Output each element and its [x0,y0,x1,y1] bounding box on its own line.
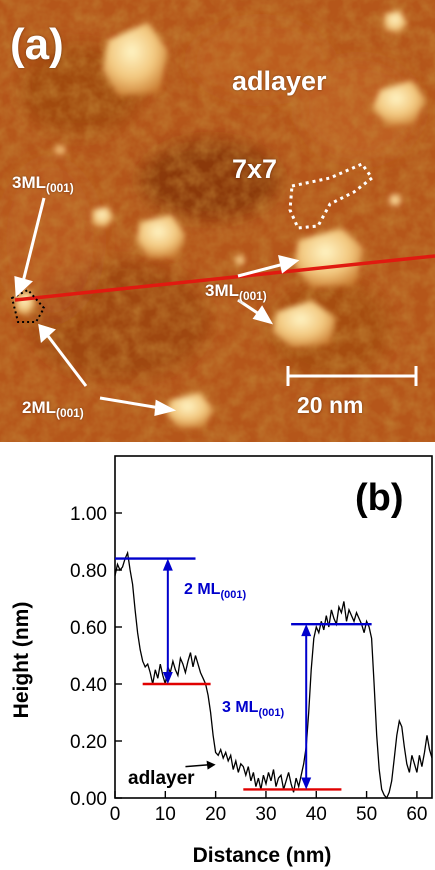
ml2-annotation-main: 2 ML [184,581,221,598]
ml3-annotation: 3 ML(001) [222,699,284,719]
ml3-step-arrow [301,624,312,790]
ml3-step-arrow-head-top [301,624,312,637]
ml3-right-main: 3ML [205,281,239,300]
x-tick-label: 30 [255,804,276,825]
panel-a-label: (a) [10,20,64,69]
ml3-step-arrow-head-bottom [301,777,312,790]
ml2-label: 2ML(001) [22,398,84,420]
dotted-outline-left [10,288,46,323]
height-profile-panel: 0 10 20 30 40 50 60 0.00 0.20 0.40 0.60 0.80 1.00 (b… [0,442,435,870]
dotted-outline-7x7 [288,162,375,230]
arrowhead-2ml-a [38,323,56,344]
ml3-left-main: 3ML [12,173,46,192]
y-tick-label: 0.60 [70,618,107,639]
stm-topography-image [0,0,435,442]
x-tick-label: 20 [205,804,226,825]
adlayer-annotation: adlayer [128,768,195,789]
ml3-annotation-sub: (001) [258,707,284,719]
adlayer-pointer [185,763,211,768]
y-tick-label: 0.00 [70,789,107,810]
height-profile-chart: 0 10 20 30 40 50 60 0.00 0.20 0.40 0.60 0.80 1.00 (b… [10,455,433,867]
y-tick-label: 0.80 [70,561,107,582]
ml3-left-label: 3ML(001) [12,173,74,195]
scale-bar [286,366,418,386]
arrowhead-3ml-right-a [278,254,300,274]
x-axis-title: Distance (nm) [193,844,332,867]
x-tick-label: 10 [155,804,176,825]
plot-layer: 0 10 20 30 40 50 60 0.00 0.20 0.40 0.60 0.80 1.00 [70,455,433,825]
panel-b-label: (b) [355,477,404,519]
stm-image-panel: (a) adlayer 7x7 3ML(001) 3ML(001) 2ML(00… [0,0,435,442]
ml2-step-arrow-head-top [162,558,173,571]
arrowhead-3ml-right-b [252,305,274,325]
ml3-right-label: 3ML(001) [205,281,267,303]
ml2-annotation: 2 ML(001) [184,581,246,601]
x-tick-label: 60 [406,804,427,825]
ml3-annotation-main: 3 ML [222,699,259,716]
arrow-3ml-left [20,197,46,287]
x-tick-label: 0 [110,804,121,825]
arrow-2ml-a [46,335,88,387]
ml2-step-arrow-head-bottom [162,672,173,684]
adlayer-pointer-head [206,760,216,770]
arrow-2ml-b [99,396,161,410]
y-tick-label: 0.40 [70,675,107,696]
arrowhead-2ml-b [154,399,177,416]
ml3-right-sub: (001) [239,289,267,304]
arrow-3ml-right-a [237,262,285,278]
y-axis-title: Height (nm) [10,602,33,719]
x-tick-label: 40 [306,804,327,825]
height-trace [114,550,433,800]
ml3-left-sub: (001) [46,181,74,196]
adlayer-label: adlayer [232,66,327,96]
ml2-step-arrow [162,558,173,684]
ml2-main: 2ML [22,398,56,417]
y-tick-label: 0.20 [70,732,107,753]
ml2-annotation-sub: (001) [220,589,246,601]
y-tick-label: 1.00 [70,504,107,525]
ml2-sub: (001) [56,406,84,421]
scale-bar-label: 20 nm [297,392,364,418]
reconstruction-label: 7x7 [232,154,278,184]
profile-line [14,254,435,302]
arrowhead-3ml-left [14,275,33,298]
x-tick-label: 50 [356,804,377,825]
